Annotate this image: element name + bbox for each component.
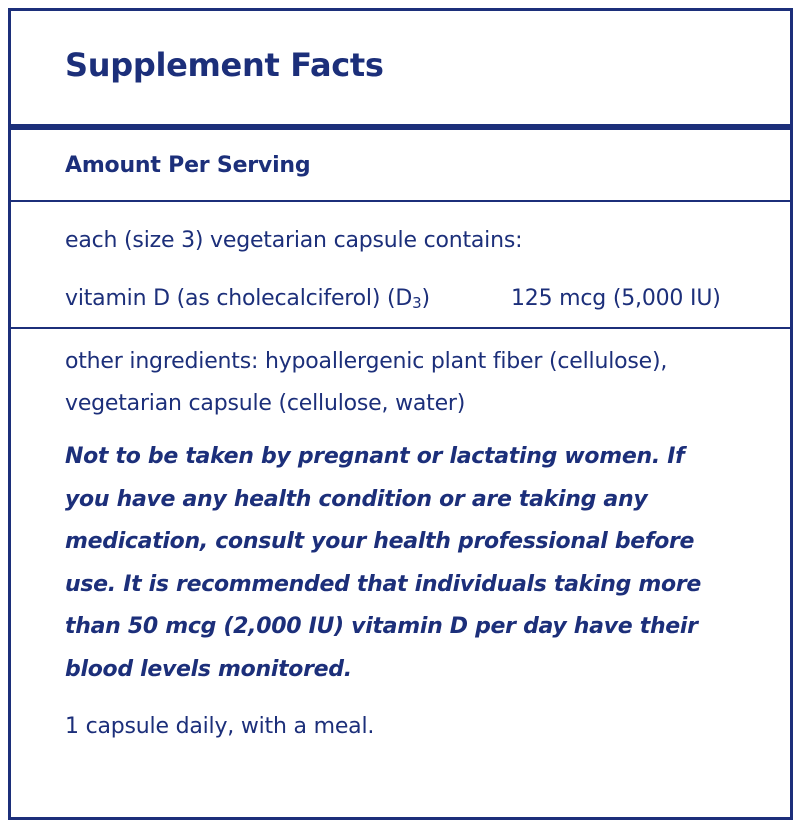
nutrient-name-text: vitamin D (as cholecalciferol) (D <box>65 286 413 311</box>
amount-per-serving-row: Amount Per Serving <box>11 130 790 202</box>
serving-section: each (size 3) vegetarian capsule contain… <box>11 202 790 329</box>
lower-section: other ingredients: hypoallergenic plant … <box>11 329 790 739</box>
nutrient-amount: 125 mcg (5,000 IU) <box>511 286 721 311</box>
serving-size-text: each (size 3) vegetarian capsule contain… <box>65 228 523 253</box>
other-ingredients-text: other ingredients: hypoallergenic plant … <box>65 349 668 416</box>
nutrient-name-subscript: 3 <box>412 294 422 312</box>
panel-title: Supplement Facts <box>65 45 384 84</box>
supplement-facts-panel: Supplement Facts Amount Per Serving each… <box>8 8 793 820</box>
nutrient-name: vitamin D (as cholecalciferol) (D3) <box>65 286 430 312</box>
warning-text: Not to be taken by pregnant or lactating… <box>65 444 702 682</box>
amount-per-serving-heading: Amount Per Serving <box>65 152 311 178</box>
directions-text: 1 capsule daily, with a meal. <box>65 714 375 739</box>
nutrient-name-suffix: ) <box>421 286 430 311</box>
title-row: Supplement Facts <box>11 11 790 130</box>
